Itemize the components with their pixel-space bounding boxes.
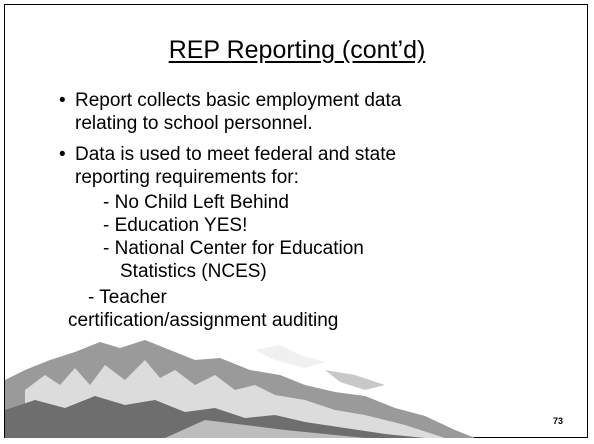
sub-item: - National Center for Education Statisti… xyxy=(103,238,420,283)
mountain-graphic xyxy=(5,330,485,438)
bullet-text: Report collects basic employment data re… xyxy=(75,90,401,134)
slide: REP Reporting (cont’d) •Report collects … xyxy=(0,0,594,444)
sub-item: - Education YES! xyxy=(103,215,420,238)
sub-item: - No Child Left Behind xyxy=(103,192,420,215)
page-number: 73 xyxy=(553,416,563,426)
bullet-text: Data is used to meet federal and state r… xyxy=(75,144,396,188)
bullet: •Data is used to meet federal and state … xyxy=(75,144,405,189)
sub-item: - Teacher certification/assignment audit… xyxy=(68,287,368,332)
slide-title: REP Reporting (cont’d) xyxy=(0,36,594,65)
bullet: •Report collects basic employment data r… xyxy=(75,90,405,135)
